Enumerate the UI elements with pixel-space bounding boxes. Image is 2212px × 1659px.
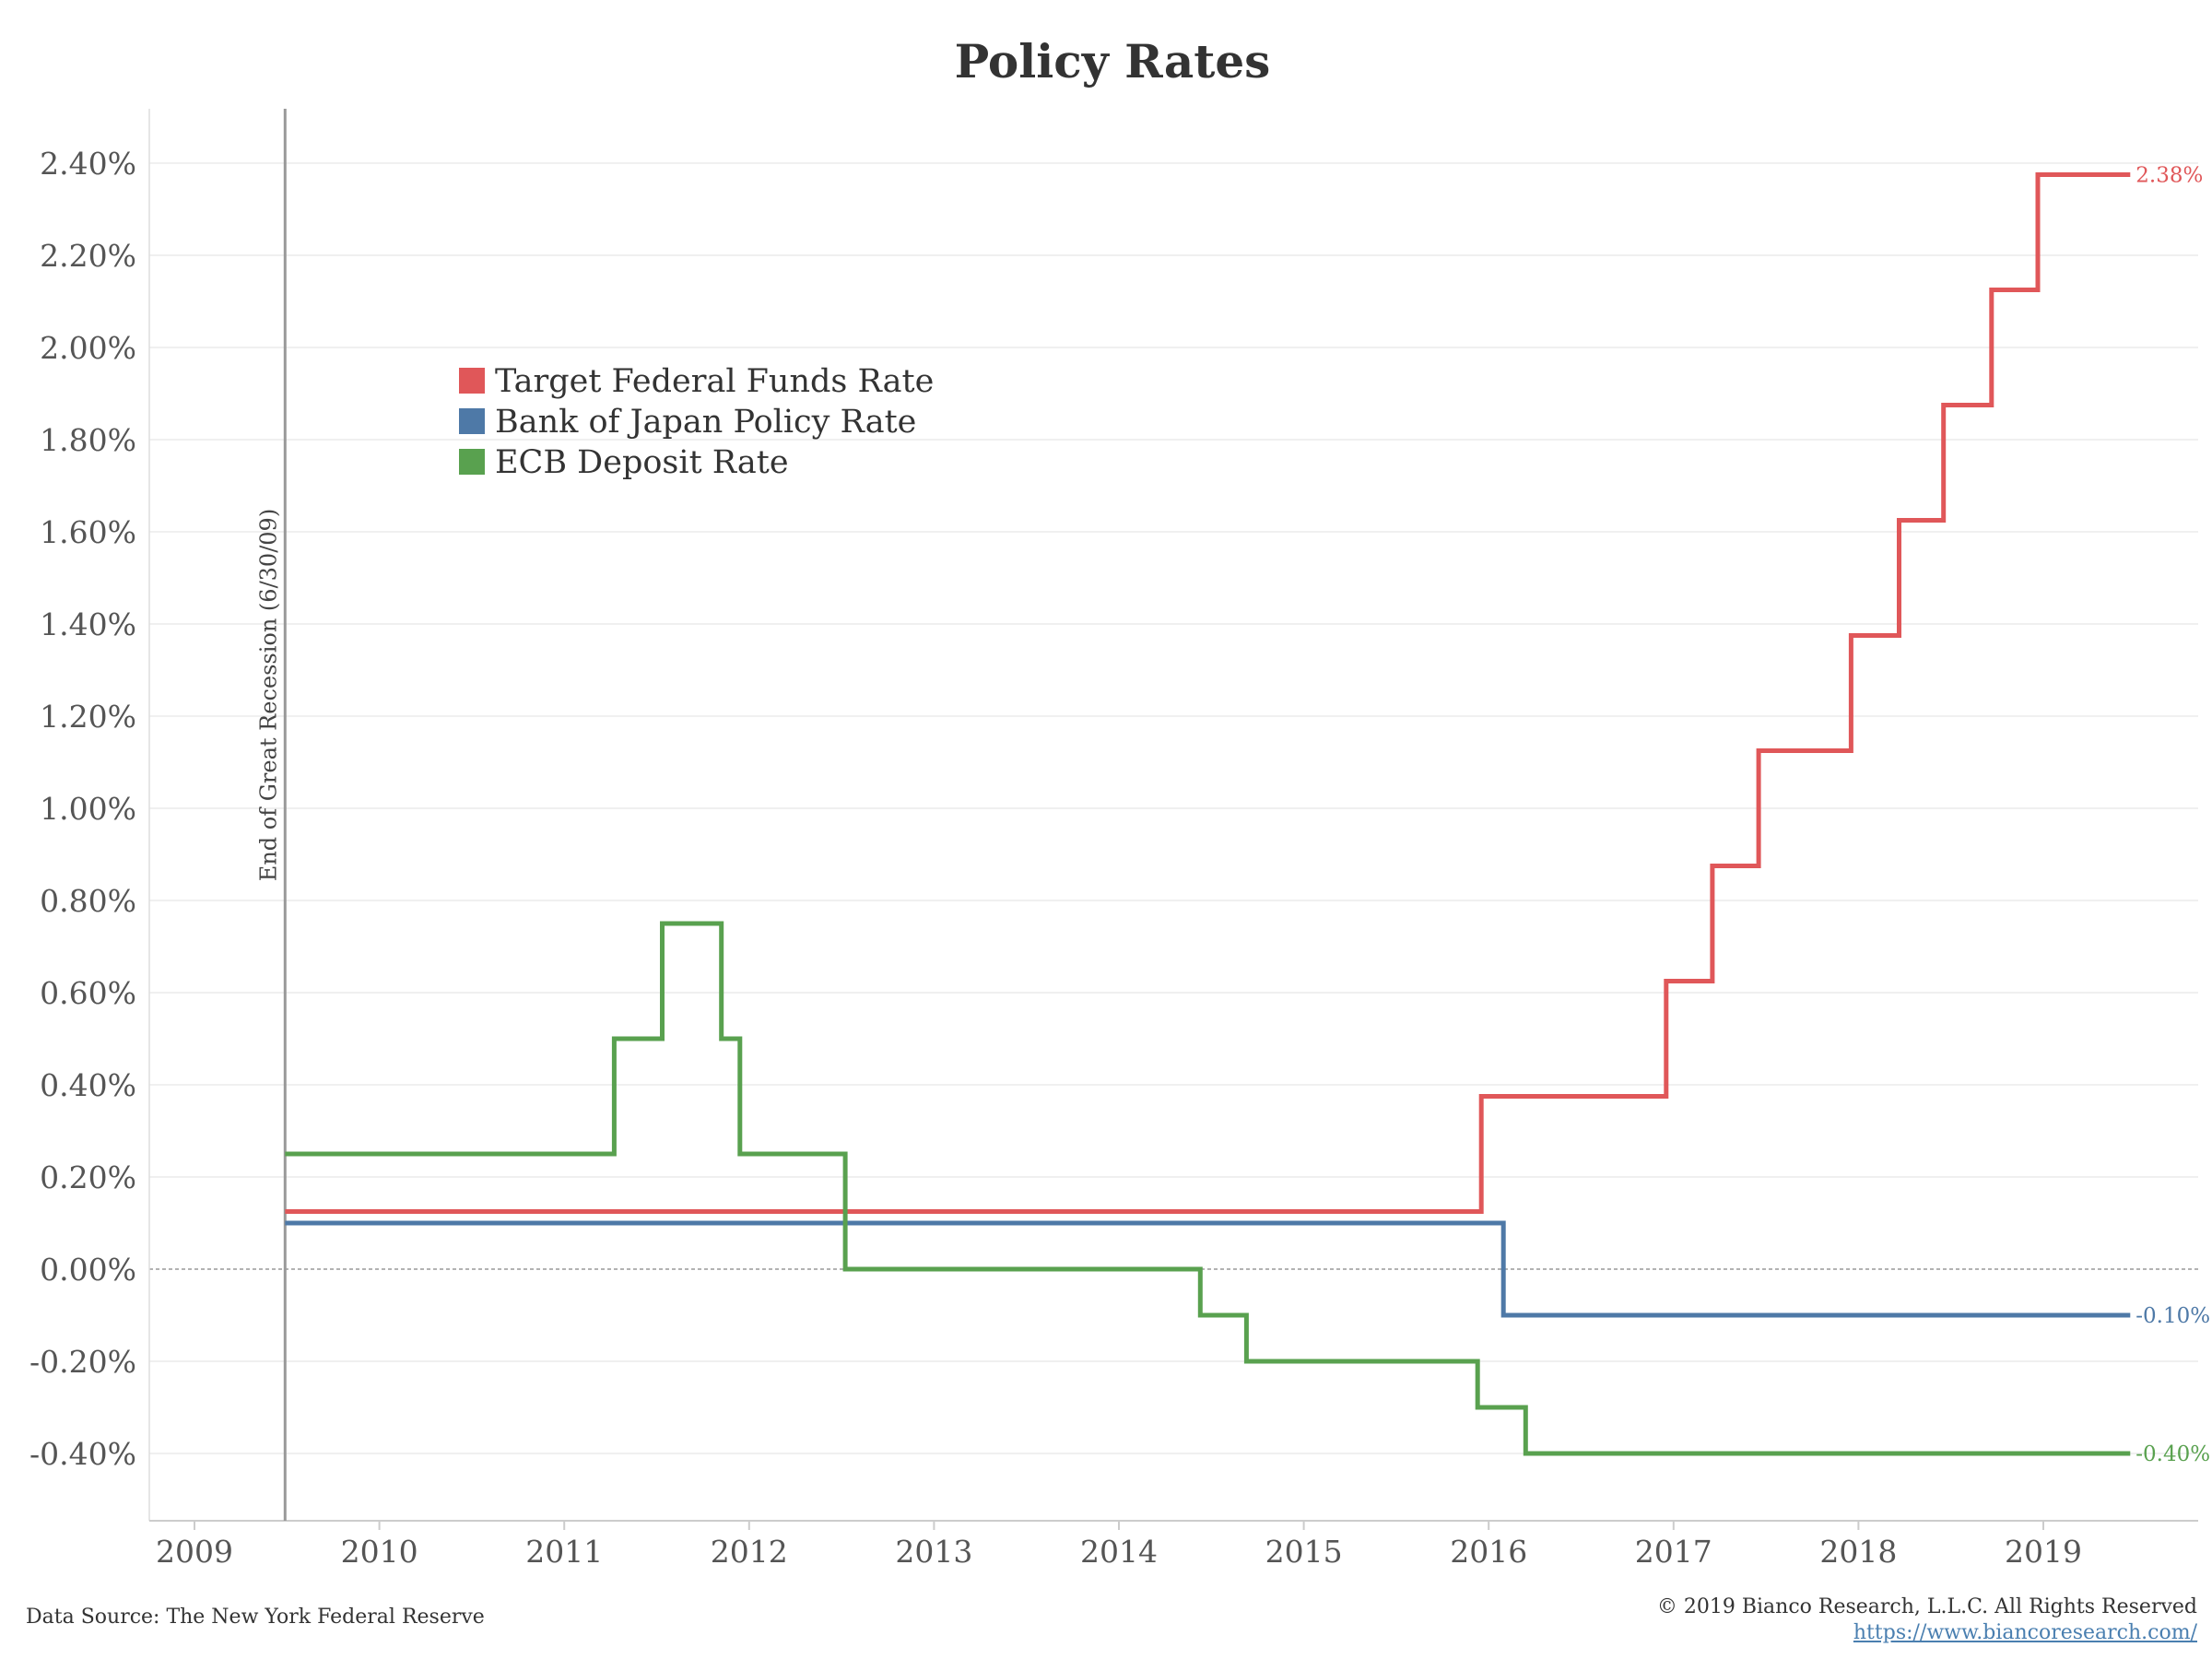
y-tick-label: 0.60% <box>40 975 136 1011</box>
legend-swatch <box>459 408 485 434</box>
data-source-note: Data Source: The New York Federal Reserv… <box>26 1606 485 1629</box>
series-end-label: -0.10% <box>2136 1304 2210 1328</box>
x-tick-label: 2011 <box>525 1534 603 1570</box>
y-tick-label: 0.20% <box>40 1159 136 1195</box>
legend-swatch <box>459 449 485 475</box>
series-line-bank-of-japan-policy-rate <box>285 1220 2131 1318</box>
legend-label: ECB Deposit Rate <box>495 444 789 481</box>
series-end-label: 2.38% <box>2136 164 2203 188</box>
legend-label: Bank of Japan Policy Rate <box>495 404 916 441</box>
y-tick-label: 0.80% <box>40 883 136 919</box>
x-tick-label: 2013 <box>895 1534 972 1570</box>
recession-marker-label: End of Great Recession (6/30/09) <box>255 509 281 881</box>
x-tick-label: 2018 <box>1819 1534 1897 1570</box>
legend: Target Federal Funds Rate Bank of Japan P… <box>459 363 934 481</box>
y-tick-label: 1.40% <box>40 606 136 642</box>
y-tick-label: 1.80% <box>40 422 136 458</box>
x-tick-label: 2019 <box>2005 1534 2082 1570</box>
legend-swatch <box>459 368 485 394</box>
x-tick-label: 2009 <box>156 1534 233 1570</box>
y-tick-label: 0.00% <box>40 1252 136 1288</box>
series-end-label: -0.40% <box>2136 1442 2210 1466</box>
copyright-text: © 2019 Bianco Research, L.L.C. All Right… <box>1656 1595 2197 1618</box>
y-tick-label: 1.20% <box>40 699 136 735</box>
y-tick-label: 1.00% <box>40 791 136 827</box>
x-tick-label: 2012 <box>711 1534 788 1570</box>
y-tick-label: 0.40% <box>40 1067 136 1103</box>
series-lines <box>285 172 2131 1456</box>
x-tick-label: 2015 <box>1265 1534 1343 1570</box>
axes <box>148 109 2198 1530</box>
recession-annotation: End of Great Recession (6/30/09) <box>255 109 287 1521</box>
chart-title: Policy Rates <box>955 34 1271 88</box>
y-tick-label: -0.40% <box>29 1436 136 1472</box>
x-tick-label: 2010 <box>341 1534 418 1570</box>
x-tick-label: 2016 <box>1450 1534 1527 1570</box>
y-tick-label: 2.00% <box>40 330 136 366</box>
tick-labels: 2.40% 2.20% 2.00% 1.80% 1.60% 1.40% 1.20% 1.00%… <box>29 146 2210 1570</box>
y-tick-label: 1.60% <box>40 514 136 550</box>
series-line-target-federal-funds-rate <box>285 172 2131 1214</box>
grid-lines <box>149 162 2198 1454</box>
x-tick-label: 2014 <box>1080 1534 1158 1570</box>
y-tick-label: 2.40% <box>40 146 136 182</box>
website-link[interactable]: https://www.biancoresearch.com/ <box>1853 1621 2197 1644</box>
x-tick-label: 2017 <box>1635 1534 1712 1570</box>
y-tick-label: 2.20% <box>40 238 136 274</box>
legend-label: Target Federal Funds Rate <box>495 363 934 400</box>
y-tick-label: -0.20% <box>29 1344 136 1380</box>
series-line-ecb-deposit-rate <box>285 921 2131 1456</box>
footer-credits: © 2019 Bianco Research, L.L.C. All Right… <box>1657 1594 2197 1646</box>
